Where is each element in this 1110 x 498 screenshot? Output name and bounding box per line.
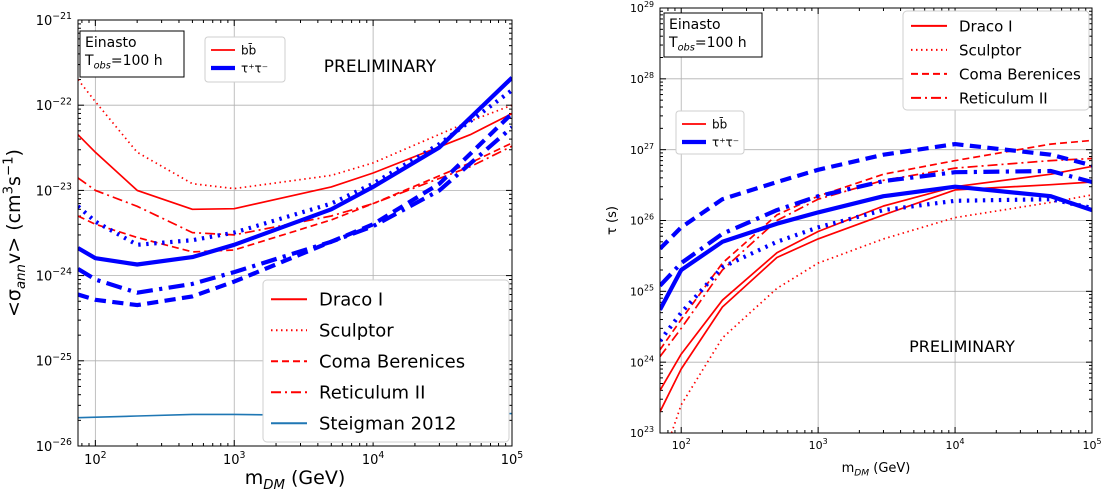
series-line-tau-reticulum-ii bbox=[660, 168, 1092, 288]
target-legend-label: Reticulum II bbox=[959, 89, 1048, 107]
info-box: Einasto Tobs=100 h bbox=[79, 30, 185, 78]
channel-legend: bb̄ τ⁺τ⁻ bbox=[204, 36, 286, 83]
y-tick-label: 10−23 bbox=[36, 181, 72, 199]
x-tick-label: 102 bbox=[84, 450, 107, 468]
series-line-tau-coma-berenices bbox=[660, 142, 1092, 251]
y-tick-label: 1023 bbox=[630, 425, 654, 440]
y-tick-label: 1024 bbox=[630, 354, 654, 369]
x-axis-label: mDM (GeV) bbox=[842, 461, 911, 478]
series-line-tau-sculptor bbox=[660, 197, 1092, 343]
series-line-bb-reticulum-ii bbox=[660, 157, 1092, 358]
x-tick-label: 105 bbox=[501, 450, 524, 468]
y-tick-label: 1027 bbox=[630, 142, 654, 157]
series-line-tau-draco-i bbox=[660, 184, 1092, 311]
x-tick-label: 103 bbox=[809, 437, 828, 452]
preliminary-annotation: PRELIMINARY bbox=[909, 337, 1015, 356]
target-legend-label: Steigman 2012 bbox=[319, 414, 457, 435]
x-tick-label: 103 bbox=[223, 450, 246, 468]
x-tick-label: 102 bbox=[672, 437, 691, 452]
preliminary-annotation: PRELIMINARY bbox=[324, 57, 437, 77]
chart-panel-1: 102 103 104 105 10−26 10−25 10−24 10−23 10−22 10−… bbox=[1, 11, 523, 493]
series-line-bb-draco-i bbox=[78, 112, 512, 211]
channel-legend-label: τ⁺τ⁻ bbox=[241, 62, 268, 76]
series-line-tau-sculptor bbox=[78, 88, 512, 247]
series-group bbox=[660, 139, 1092, 433]
y-tick-label: 1026 bbox=[630, 213, 654, 228]
series-line-tau-reticulum-ii bbox=[78, 125, 512, 295]
info-box: Einasto Tobs=100 h bbox=[663, 12, 763, 58]
target-legend-label: Reticulum II bbox=[319, 383, 425, 404]
y-tick-label: 10−22 bbox=[36, 96, 72, 114]
y-tick-label: 10−24 bbox=[36, 267, 72, 285]
info-observation-time: Tobs=100 h bbox=[84, 53, 163, 72]
y-tick-label: 1028 bbox=[630, 71, 654, 86]
info-observation-time: Tobs=100 h bbox=[668, 35, 747, 54]
series-line-tau-coma-berenices bbox=[78, 111, 512, 308]
series-line-bb-sculptor bbox=[670, 194, 1092, 433]
target-legend-label: Sculptor bbox=[959, 41, 1022, 59]
target-legend: Draco I Sculptor Coma Berenices Reticulum I… bbox=[902, 10, 1090, 111]
info-halo-profile: Einasto bbox=[85, 35, 137, 51]
target-legend-label: Sculptor bbox=[319, 321, 394, 342]
y-tick-label: 10−25 bbox=[36, 352, 72, 370]
series-line-bb-draco-i bbox=[660, 181, 1092, 413]
axes-frame bbox=[77, 19, 513, 447]
target-legend-label: Draco I bbox=[959, 17, 1013, 35]
target-legend-label: Coma Berenices bbox=[319, 352, 465, 373]
info-halo-profile: Einasto bbox=[669, 17, 721, 33]
x-tick-label: 104 bbox=[362, 450, 385, 468]
series-group bbox=[78, 76, 512, 419]
y-axis-label: <σannv> (cm3s−1) bbox=[1, 149, 28, 317]
target-legend-label: Draco I bbox=[319, 290, 383, 311]
target-legend-label: Coma Berenices bbox=[959, 65, 1081, 83]
y-tick-label: 10−21 bbox=[36, 11, 72, 29]
series-line-bb-coma-berenices bbox=[78, 142, 512, 253]
target-legend: Draco I Sculptor Coma Berenices Reticulum I… bbox=[262, 279, 510, 443]
chart-panel-2: 102 103 104 105 1023 1024 1025 1026 1027 1028 1029… bbox=[605, 0, 1102, 478]
x-tick-label: 105 bbox=[1082, 437, 1101, 452]
y-tick-label: 10−26 bbox=[36, 437, 72, 455]
y-tick-label: 1029 bbox=[630, 0, 654, 15]
y-tick-label: 1025 bbox=[630, 284, 654, 299]
series-line-bb-draco-i-b- bbox=[660, 165, 1092, 391]
series-line-bb-sculptor bbox=[78, 79, 512, 190]
x-axis-label: mDM (GeV) bbox=[245, 467, 346, 493]
channel-legend-label: bb̄ bbox=[241, 43, 256, 57]
series-line-tau-draco-i bbox=[78, 76, 512, 267]
channel-legend-label: bb̄ bbox=[712, 117, 727, 131]
y-axis-label: τ (s) bbox=[605, 206, 620, 235]
channel-legend: bb̄ τ⁺τ⁻ bbox=[675, 110, 745, 155]
channel-legend-label: τ⁺τ⁻ bbox=[712, 136, 739, 150]
series-line-bb-reticulum-ii bbox=[78, 145, 512, 236]
x-tick-label: 104 bbox=[946, 437, 965, 452]
